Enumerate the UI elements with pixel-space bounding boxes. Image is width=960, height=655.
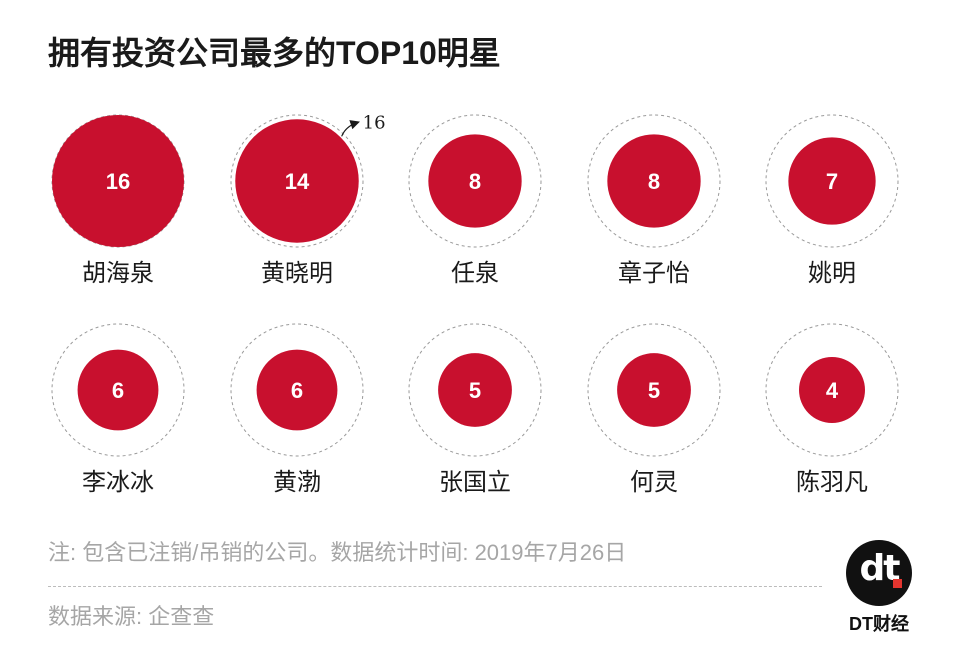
category-label: 李冰冰 <box>82 468 154 496</box>
category-label: 张国立 <box>439 468 511 496</box>
value-label: 5 <box>469 378 481 403</box>
logo-mark: dt <box>859 548 901 589</box>
value-label: 7 <box>826 169 838 194</box>
reference-ring <box>408 323 542 457</box>
bubble <box>77 349 159 431</box>
value-label: 8 <box>648 169 660 194</box>
category-label: 何灵 <box>630 468 678 496</box>
reference-ring <box>765 114 899 248</box>
reference-ring <box>230 323 364 457</box>
category-label: 黄渤 <box>273 468 321 496</box>
chart-title: 拥有投资公司最多的TOP10明星 <box>48 35 501 71</box>
bubble <box>438 353 512 427</box>
bubble <box>235 119 359 243</box>
bubble <box>799 357 865 423</box>
reference-ring <box>587 114 721 248</box>
value-label: 5 <box>648 378 660 403</box>
category-label: 黄晓明 <box>261 259 333 287</box>
reference-ring <box>230 114 364 248</box>
value-label: 8 <box>469 169 481 194</box>
value-label: 16 <box>106 169 130 194</box>
category-label: 姚明 <box>808 259 856 287</box>
bubble <box>607 134 701 228</box>
value-label: 6 <box>291 378 303 403</box>
logo-text: DT财经 <box>849 614 909 634</box>
category-label: 任泉 <box>451 259 499 287</box>
category-label: 陈羽凡 <box>796 468 868 496</box>
logo-dot <box>893 579 902 588</box>
annotation-label: 16 <box>363 112 386 133</box>
bubble <box>256 349 338 431</box>
value-label: 14 <box>285 169 310 194</box>
dt-logo-icon: dt <box>846 540 912 606</box>
category-label: 章子怡 <box>618 259 690 287</box>
bubble <box>788 137 876 225</box>
footer-divider <box>48 586 822 587</box>
bubble <box>52 115 184 247</box>
reference-ring <box>51 323 185 457</box>
annotation-arrow <box>341 120 360 137</box>
bubble <box>428 134 522 228</box>
reference-ring <box>587 323 721 457</box>
reference-ring <box>765 323 899 457</box>
bubble <box>617 353 691 427</box>
value-label: 6 <box>112 378 124 403</box>
data-source: 数据来源: 企查查 <box>48 604 215 629</box>
value-label: 4 <box>826 378 839 403</box>
reference-ring <box>408 114 542 248</box>
footnote: 注: 包含已注销/吊销的公司。数据统计时间: 2019年7月26日 <box>48 540 627 565</box>
bubble-chart: 16 胡海泉 14 黄晓明 16 8 任泉 8 章子怡 7 姚明 6 李冰冰 6 黄渤 5 张国立 5 何灵 4 陈羽凡 <box>51 112 899 496</box>
category-label: 胡海泉 <box>82 259 154 287</box>
